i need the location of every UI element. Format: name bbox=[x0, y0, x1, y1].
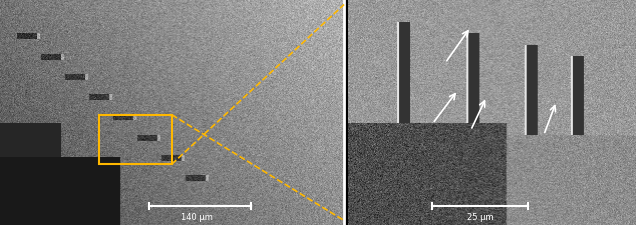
Text: 25 μm: 25 μm bbox=[467, 213, 494, 222]
Bar bbox=[99, 115, 172, 164]
Text: 140 μm: 140 μm bbox=[181, 213, 213, 222]
